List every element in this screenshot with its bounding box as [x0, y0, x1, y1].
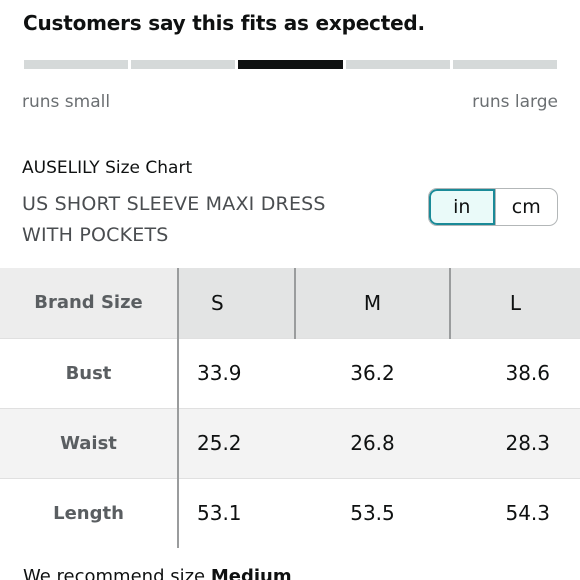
size-chart-title: AUSELILY Size Chart — [22, 158, 193, 178]
table-cell: 38.6 — [450, 337, 580, 408]
brand-size-header: Brand Size — [0, 268, 178, 338]
fit-scale-segment — [345, 60, 450, 69]
size-header-m: M — [294, 268, 450, 338]
table-cell: 26.8 — [295, 407, 450, 478]
table-cell: 28.3 — [450, 407, 580, 478]
fit-scale-right-label: runs large — [472, 92, 558, 112]
table-cell: 25.2 — [177, 407, 295, 478]
table-row-waist: Waist 25.2 26.8 28.3 — [0, 407, 580, 478]
unit-toggle: in cm — [428, 188, 558, 226]
recommended-size: Medium — [210, 566, 292, 580]
recommendation-prefix: We recommend size — [23, 566, 206, 580]
size-chart-table: Brand Size S M L Bust 33.9 36.2 38.6 Wai… — [0, 268, 580, 548]
table-row-bust: Bust 33.9 36.2 38.6 — [0, 337, 580, 408]
table-cell: 36.2 — [295, 337, 450, 408]
row-label-bust: Bust — [0, 337, 178, 408]
size-header-s: S — [177, 268, 295, 338]
product-name: US SHORT SLEEVE MAXI DRESS WITH POCKETS — [22, 193, 326, 246]
table-cell: 54.3 — [450, 477, 580, 548]
table-row-length: Length 53.1 53.5 54.3 — [0, 477, 580, 548]
unit-centimeters-button[interactable]: cm — [494, 189, 558, 225]
fit-scale-segment — [131, 60, 236, 69]
fit-scale-bar — [24, 60, 558, 69]
fit-scale-segment-active — [238, 60, 343, 69]
fit-scale-left-label: runs small — [22, 92, 111, 112]
table-cell: 53.5 — [295, 477, 450, 548]
unit-inches-button[interactable]: in — [429, 189, 495, 225]
fit-scale-segment — [452, 60, 558, 69]
table-cell: 33.9 — [177, 337, 295, 408]
table-cell: 53.1 — [177, 477, 295, 548]
size-table-header-row: Brand Size S M L — [0, 268, 580, 338]
size-recommendation: We recommend size Medium — [23, 566, 292, 580]
fit-scale-segment — [24, 60, 129, 69]
row-label-length: Length — [0, 477, 178, 548]
row-label-waist: Waist — [0, 407, 178, 478]
size-header-l: L — [449, 268, 580, 338]
fit-summary-title: Customers say this fits as expected. — [23, 11, 425, 35]
